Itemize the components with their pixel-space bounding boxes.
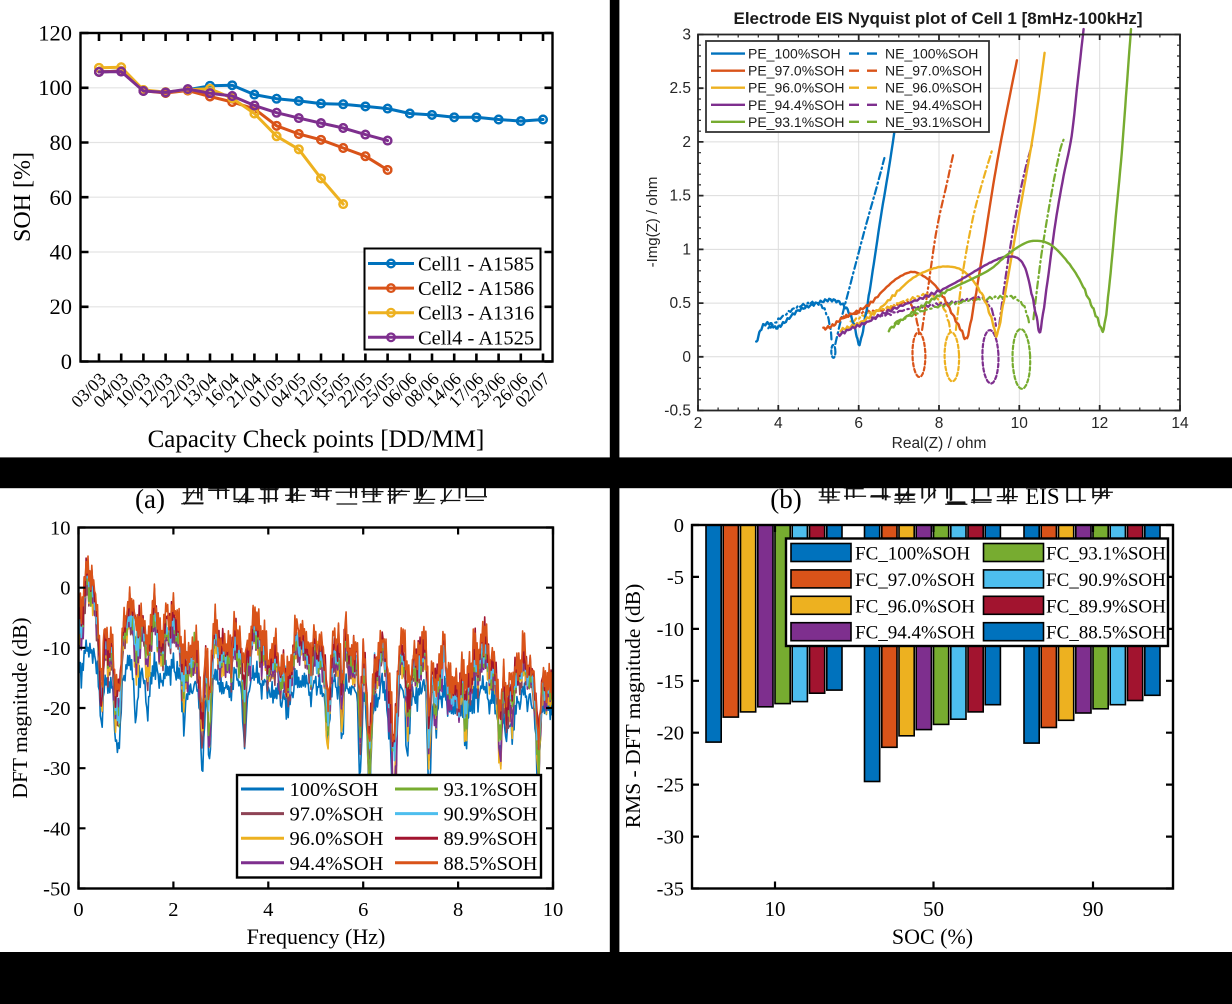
svg-text:NE_94.4%SOH: NE_94.4%SOH bbox=[885, 97, 982, 113]
svg-text:FC_94.4%SOH: FC_94.4%SOH bbox=[855, 623, 975, 644]
svg-text:PE_94.4%SOH: PE_94.4%SOH bbox=[748, 97, 845, 113]
svg-text:DFT magnitude (dB): DFT magnitude (dB) bbox=[8, 617, 32, 798]
svg-text:FC_100%SOH: FC_100%SOH bbox=[855, 544, 970, 565]
svg-text:Cell4 - A1525: Cell4 - A1525 bbox=[418, 327, 534, 349]
svg-text:-10: -10 bbox=[657, 619, 684, 641]
svg-text:88.5%SOH: 88.5%SOH bbox=[444, 853, 538, 875]
svg-text:FC_88.5%SOH: FC_88.5%SOH bbox=[1046, 623, 1166, 644]
svg-text:8: 8 bbox=[935, 415, 944, 432]
svg-text:90.9%SOH: 90.9%SOH bbox=[444, 804, 538, 826]
svg-text:10: 10 bbox=[765, 897, 786, 921]
svg-text:2: 2 bbox=[694, 415, 703, 432]
svg-text:6: 6 bbox=[358, 899, 368, 921]
svg-text:-20: -20 bbox=[43, 698, 70, 720]
svg-text:PE_100%SOH: PE_100%SOH bbox=[748, 46, 841, 62]
svg-text:PE_97.0%SOH: PE_97.0%SOH bbox=[748, 63, 845, 79]
svg-text:0: 0 bbox=[61, 349, 72, 374]
svg-text:0: 0 bbox=[60, 578, 70, 600]
svg-text:NE_97.0%SOH: NE_97.0%SOH bbox=[885, 63, 982, 79]
svg-text:40: 40 bbox=[50, 240, 73, 265]
svg-text:-5: -5 bbox=[667, 567, 684, 589]
svg-text:10: 10 bbox=[543, 899, 564, 921]
svg-text:0: 0 bbox=[73, 899, 83, 921]
svg-text:FC_93.1%SOH: FC_93.1%SOH bbox=[1046, 544, 1166, 565]
svg-text:-15: -15 bbox=[657, 671, 684, 693]
svg-text:60: 60 bbox=[50, 185, 73, 210]
svg-text:100%SOH: 100%SOH bbox=[290, 779, 379, 801]
svg-text:Cell3 - A1316: Cell3 - A1316 bbox=[418, 303, 534, 325]
svg-text:100: 100 bbox=[38, 75, 72, 100]
svg-text:0: 0 bbox=[682, 349, 691, 366]
svg-text:4: 4 bbox=[774, 415, 783, 432]
svg-text:SOC (%): SOC (%) bbox=[892, 924, 973, 949]
svg-text:3: 3 bbox=[682, 27, 691, 44]
svg-text:NE_96.0%SOH: NE_96.0%SOH bbox=[885, 80, 982, 96]
svg-text:1: 1 bbox=[682, 241, 691, 258]
svg-text:FC_90.9%SOH: FC_90.9%SOH bbox=[1046, 570, 1166, 591]
svg-text:120: 120 bbox=[38, 21, 72, 46]
svg-text:90: 90 bbox=[1083, 897, 1104, 921]
svg-text:Cell2 - A1586: Cell2 - A1586 bbox=[418, 278, 534, 300]
svg-text:94.4%SOH: 94.4%SOH bbox=[290, 853, 384, 875]
svg-text:89.9%SOH: 89.9%SOH bbox=[444, 828, 538, 850]
svg-text:6: 6 bbox=[854, 415, 863, 432]
svg-text:14: 14 bbox=[1171, 415, 1189, 432]
svg-text:-40: -40 bbox=[43, 818, 70, 840]
svg-text:-Img(Z) / ohm: -Img(Z) / ohm bbox=[644, 177, 661, 268]
svg-text:Frequency (Hz): Frequency (Hz) bbox=[247, 924, 386, 949]
svg-text:SOH [%]: SOH [%] bbox=[10, 152, 36, 242]
svg-text:2: 2 bbox=[168, 899, 178, 921]
svg-text:-10: -10 bbox=[43, 638, 70, 660]
svg-text:2.5: 2.5 bbox=[669, 80, 691, 97]
svg-text:1.5: 1.5 bbox=[669, 188, 691, 205]
svg-text:Cell1 - A1585: Cell1 - A1585 bbox=[418, 254, 534, 276]
svg-text:FC_96.0%SOH: FC_96.0%SOH bbox=[855, 596, 975, 617]
svg-text:FC_97.0%SOH: FC_97.0%SOH bbox=[855, 570, 975, 591]
svg-text:0: 0 bbox=[674, 515, 684, 537]
svg-text:RMS - DFT magnitude (dB): RMS - DFT magnitude (dB) bbox=[621, 584, 645, 828]
svg-text:NE_100%SOH: NE_100%SOH bbox=[885, 46, 978, 62]
svg-text:-50: -50 bbox=[43, 879, 70, 901]
svg-text:(a): (a) bbox=[135, 484, 165, 514]
svg-text:20: 20 bbox=[50, 294, 73, 319]
svg-text:-30: -30 bbox=[43, 758, 70, 780]
svg-text:93.1%SOH: 93.1%SOH bbox=[444, 779, 538, 801]
svg-text:4: 4 bbox=[263, 899, 273, 921]
svg-text:FC_89.9%SOH: FC_89.9%SOH bbox=[1046, 596, 1166, 617]
svg-text:(b): (b) bbox=[770, 484, 801, 514]
svg-text:50: 50 bbox=[923, 897, 944, 921]
svg-text:-35: -35 bbox=[657, 879, 684, 901]
svg-text:Electrode EIS Nyquist plot of: Electrode EIS Nyquist plot of Cell 1 [8m… bbox=[733, 9, 1142, 28]
svg-text:2: 2 bbox=[682, 134, 691, 151]
svg-text:96.0%SOH: 96.0%SOH bbox=[290, 828, 384, 850]
svg-text:-20: -20 bbox=[657, 723, 684, 745]
svg-text:10: 10 bbox=[50, 518, 71, 540]
svg-text:NE_93.1%SOH: NE_93.1%SOH bbox=[885, 114, 982, 130]
svg-text:-0.5: -0.5 bbox=[664, 403, 691, 420]
svg-text:Real(Z) / ohm: Real(Z) / ohm bbox=[892, 435, 987, 452]
svg-text:10: 10 bbox=[1011, 415, 1029, 432]
svg-text:-30: -30 bbox=[657, 827, 684, 849]
svg-text:-25: -25 bbox=[657, 775, 684, 797]
svg-text:8: 8 bbox=[453, 899, 463, 921]
svg-text:PE_96.0%SOH: PE_96.0%SOH bbox=[748, 80, 845, 96]
svg-text:80: 80 bbox=[50, 130, 73, 155]
svg-text:97.0%SOH: 97.0%SOH bbox=[290, 804, 384, 826]
svg-text:PE_93.1%SOH: PE_93.1%SOH bbox=[748, 114, 845, 130]
svg-text:Capacity Check points [DD/MM]: Capacity Check points [DD/MM] bbox=[148, 426, 485, 453]
svg-text:12: 12 bbox=[1091, 415, 1108, 432]
svg-text:0.5: 0.5 bbox=[669, 295, 691, 312]
